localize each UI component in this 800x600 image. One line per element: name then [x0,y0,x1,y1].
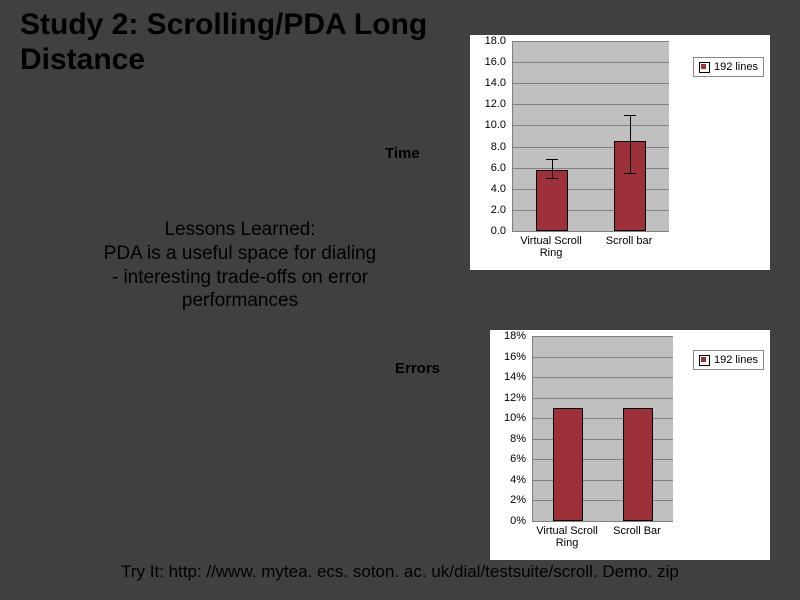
y-tick-label: 12.0 [470,98,506,110]
legend-label: 192 lines [714,354,758,366]
category-label: Scroll Bar [602,525,672,537]
y-tick-label: 2.0 [470,204,506,216]
chart-label-time: Time [385,145,420,162]
y-tick-label: 18% [490,330,526,342]
time-chart: 0.0 2.0 4.0 6.0 8.0 10.0 12.0 14.0 16.0 18.0 Virtu… [470,35,770,270]
legend: 192 lines [693,350,764,370]
chart-label-errors: Errors [395,360,440,377]
y-tick-label: 14% [490,371,526,383]
y-tick-label: 18.0 [470,35,506,47]
y-tick-label: 16.0 [470,56,506,68]
category-label: Scroll bar [590,235,668,247]
y-tick-label: 4% [490,474,526,486]
y-tick-label: 14.0 [470,77,506,89]
slide-title: Study 2: Scrolling/PDA Long Distance [20,8,440,77]
errors-chart: 0% 2% 4% 6% 8% 10% 12% 14% 16% 18% Virtual Scroll … [490,330,770,560]
y-tick-label: 12% [490,392,526,404]
legend-label: 192 lines [714,61,758,73]
y-tick-label: 8.0 [470,141,506,153]
bar [553,408,582,521]
y-tick-label: 0% [490,515,526,527]
y-tick-label: 8% [490,433,526,445]
category-label: Virtual Scroll Ring [512,235,590,259]
y-tick-label: 0.0 [470,225,506,237]
y-tick-label: 6% [490,453,526,465]
y-tick-label: 16% [490,351,526,363]
slide: Study 2: Scrolling/PDA Long Distance Tim… [0,0,800,600]
y-tick-label: 10.0 [470,119,506,131]
legend-swatch [699,355,710,366]
y-tick-label: 4.0 [470,183,506,195]
y-tick-label: 2% [490,494,526,506]
legend-swatch [699,62,710,73]
y-tick-label: 6.0 [470,162,506,174]
legend: 192 lines [693,57,764,77]
lessons-text: Lessons Learned:PDA is a useful space fo… [55,218,425,313]
footer-link: Try It: http: //www. mytea. ecs. soton. … [0,562,800,582]
y-tick-label: 10% [490,412,526,424]
bar [623,408,652,521]
category-label: Virtual Scroll Ring [532,525,602,549]
